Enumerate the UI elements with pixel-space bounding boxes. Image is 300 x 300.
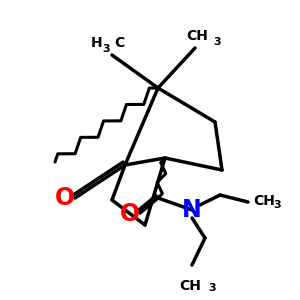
Text: O: O <box>55 186 75 210</box>
Text: O: O <box>120 202 140 226</box>
Text: 3: 3 <box>273 200 280 210</box>
Text: 3: 3 <box>102 44 110 54</box>
Text: C: C <box>114 36 124 50</box>
Text: CH: CH <box>179 279 201 293</box>
Text: 3: 3 <box>213 37 220 47</box>
Text: CH: CH <box>186 29 208 43</box>
Text: 3: 3 <box>208 283 216 293</box>
Text: CH: CH <box>253 194 275 208</box>
Text: N: N <box>182 198 202 222</box>
Text: H: H <box>90 36 102 50</box>
